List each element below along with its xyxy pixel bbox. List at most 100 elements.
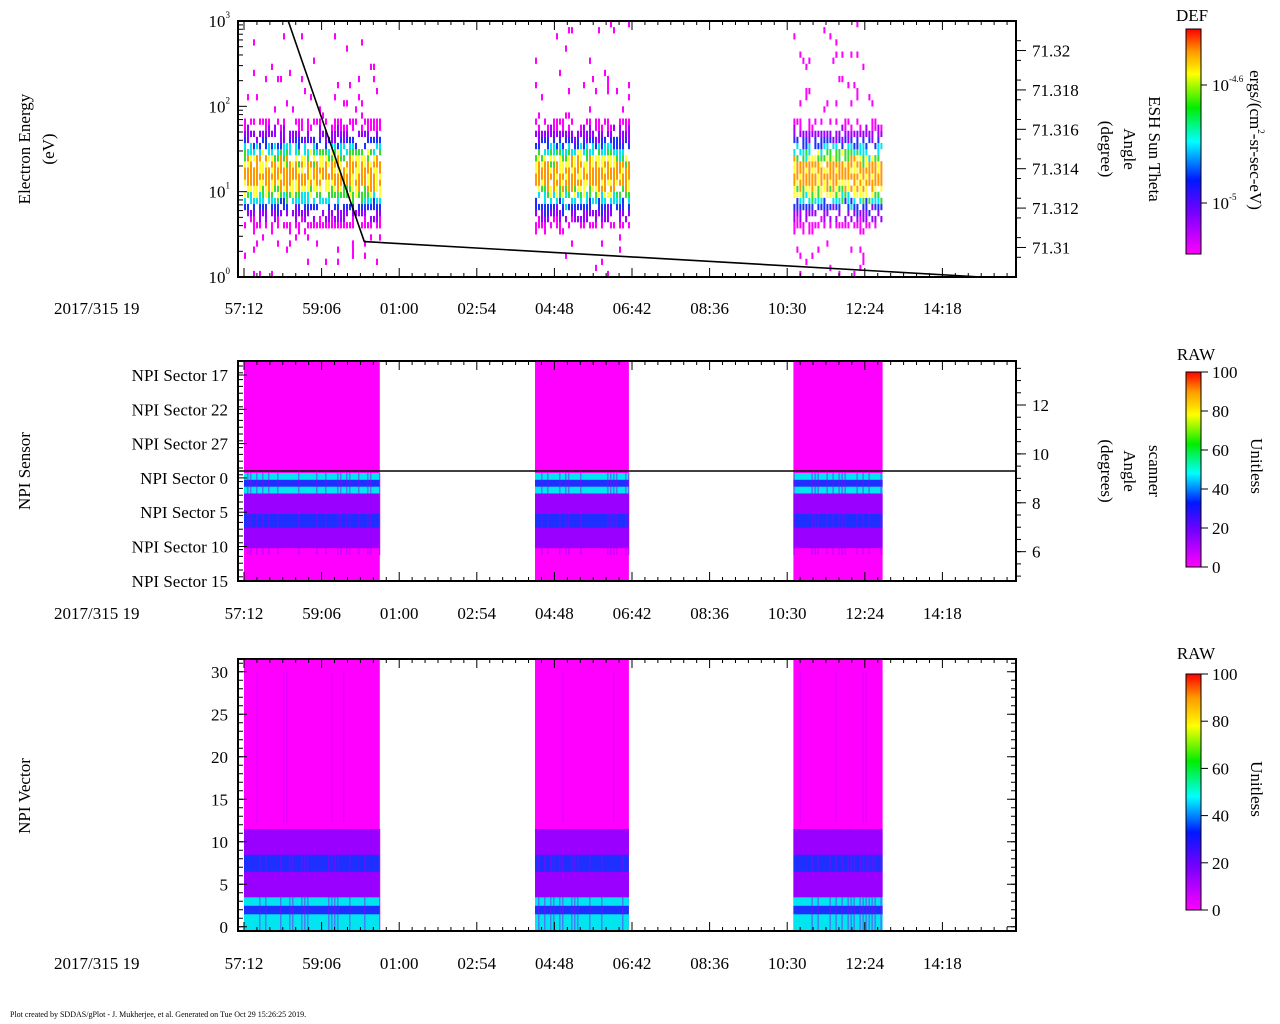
p1-spectrogram-cell	[259, 155, 261, 162]
p3-vector-band	[793, 846, 883, 855]
p1-spectrogram-cell	[844, 216, 847, 223]
p1-spectrogram-cell	[862, 63, 865, 70]
p1-spectrogram-cell	[331, 167, 333, 174]
p2-x-tick-label: 02:54	[457, 604, 496, 623]
p1-spectrogram-cell	[274, 197, 276, 205]
p1-spectrogram-cell	[841, 75, 844, 83]
p1-spectrogram-cell	[298, 203, 300, 211]
p3-vector-band	[244, 837, 380, 847]
p1-spectrogram-cell	[292, 167, 294, 174]
p1-spectrogram-cell	[292, 173, 294, 180]
p1-spectrogram-cell	[862, 167, 865, 174]
p1-spectrogram-cell	[814, 155, 817, 162]
p1-spectrogram-cell	[310, 185, 312, 192]
p1-spectrogram-cell	[559, 161, 561, 168]
p1-spectrogram-cell	[880, 197, 883, 205]
p1-spectrogram-cell	[250, 197, 252, 205]
p1-x-tick-label: 06:42	[613, 299, 652, 318]
p2-texture-line	[880, 473, 882, 555]
p1-spectrogram-cell	[865, 142, 868, 150]
p1-spectrogram-cell	[256, 173, 258, 180]
p1-spectrogram-cell	[565, 203, 567, 211]
p1-spectrogram-cell	[349, 118, 351, 125]
p1-spectrogram-cell	[328, 197, 330, 205]
p1-spectrogram-cell	[301, 33, 303, 40]
p1-spectrogram-cell	[577, 149, 579, 156]
p2-colorbar	[1185, 371, 1202, 568]
p1-spectrogram-cell	[826, 191, 829, 198]
p1-spectrogram-cell	[832, 197, 835, 205]
p1-spectrogram-cell	[838, 191, 841, 198]
p1-spectrogram-cell	[601, 142, 603, 150]
p1-spectrogram-cell	[280, 191, 282, 198]
p1-spectrogram-cell	[271, 197, 273, 205]
p1-spectrogram-cell	[607, 270, 609, 278]
p1-spectrogram-cell	[280, 185, 282, 192]
p1-spectrogram-cell	[328, 149, 330, 156]
p1-spectrogram-cell	[337, 210, 339, 217]
p1-spectrogram-cell	[559, 179, 561, 186]
p1-right-label-line1: ESH Sun Theta	[1145, 96, 1164, 202]
p1-spectrogram-cell	[379, 210, 381, 217]
p1-spectrogram-cell	[616, 88, 618, 95]
p1-spectrogram-cell	[262, 167, 264, 174]
p1-spectrogram-cell	[244, 203, 246, 211]
p1-spectrogram-cell	[571, 155, 573, 162]
p1-spectrogram-cell	[874, 216, 877, 223]
p1-spectrogram-cell	[544, 173, 546, 180]
p1-spectrogram-cell	[304, 149, 306, 156]
p3-colorbar-unit: Unitless	[1247, 761, 1266, 817]
p1-spectrogram-cell	[316, 179, 318, 186]
p1-spectrogram-cell	[817, 167, 820, 174]
p1-spectrogram-cell	[376, 155, 378, 162]
p1-spectrogram-cell	[814, 222, 817, 229]
p1-spectrogram-cell	[847, 210, 850, 217]
p1-spectrogram-cell	[562, 197, 564, 205]
p3-x-tick-label: 10:30	[768, 954, 807, 973]
p1-spectrogram-cell	[862, 155, 865, 162]
p1-spectrogram-cell	[550, 203, 552, 211]
p1-spectrogram-cell	[598, 191, 600, 198]
p1-spectrogram-cell	[259, 142, 261, 150]
p1-spectrogram-cell	[361, 39, 363, 46]
p1-spectrogram-cell	[538, 142, 540, 150]
p1-spectrogram-cell	[310, 203, 312, 211]
p1-spectrogram-cell	[376, 161, 378, 168]
p1-spectrogram-cell	[364, 179, 366, 186]
p2-texture-line	[826, 473, 828, 555]
p1-spectrogram-cell	[619, 136, 621, 144]
p1-spectrogram-cell	[856, 155, 859, 162]
p1-spectrogram-cell	[802, 149, 805, 156]
p1-spectrogram-cell	[355, 161, 357, 168]
p1-spectrogram-cell	[370, 149, 372, 156]
p1-spectrogram-cell	[346, 185, 348, 192]
p1-spectrogram-cell	[850, 100, 853, 107]
p1-spectrogram-cell	[835, 216, 838, 223]
p1-spectrogram-cell	[250, 118, 252, 125]
p1-spectrogram-cell	[343, 100, 345, 107]
p1-spectrogram-cell	[298, 124, 300, 131]
p1-spectrogram-cell	[859, 161, 862, 168]
p1-spectrogram-cell	[559, 142, 561, 150]
p1-spectrogram-cell	[277, 118, 279, 125]
p1-spectrogram-cell	[841, 197, 844, 205]
p1-spectrogram-cell	[607, 155, 609, 162]
p1-spectrogram-cell	[616, 191, 618, 198]
p1-spectrogram-cell	[538, 203, 540, 211]
p1-spectrogram-cell	[595, 173, 597, 180]
p1-spectrogram-cell	[544, 118, 546, 125]
p1-spectrogram-cell	[304, 216, 306, 223]
p1-spectrogram-cell	[310, 191, 312, 198]
p1-spectrogram-cell	[562, 155, 564, 162]
p1-spectrogram-cell	[262, 203, 264, 211]
p1-spectrogram-cell	[823, 203, 826, 211]
p1-spectrogram-cell	[820, 155, 823, 162]
p1-spectrogram-cell	[805, 155, 808, 162]
p3-texture-line	[817, 829, 819, 931]
p3-vector-band	[535, 905, 629, 915]
p3-texture-line	[283, 671, 285, 825]
p1-spectrogram-cell	[295, 161, 297, 168]
p1-spectrogram-cell	[799, 179, 802, 186]
p2-sector-band	[793, 500, 883, 508]
p1-spectrogram-cell	[799, 185, 802, 192]
